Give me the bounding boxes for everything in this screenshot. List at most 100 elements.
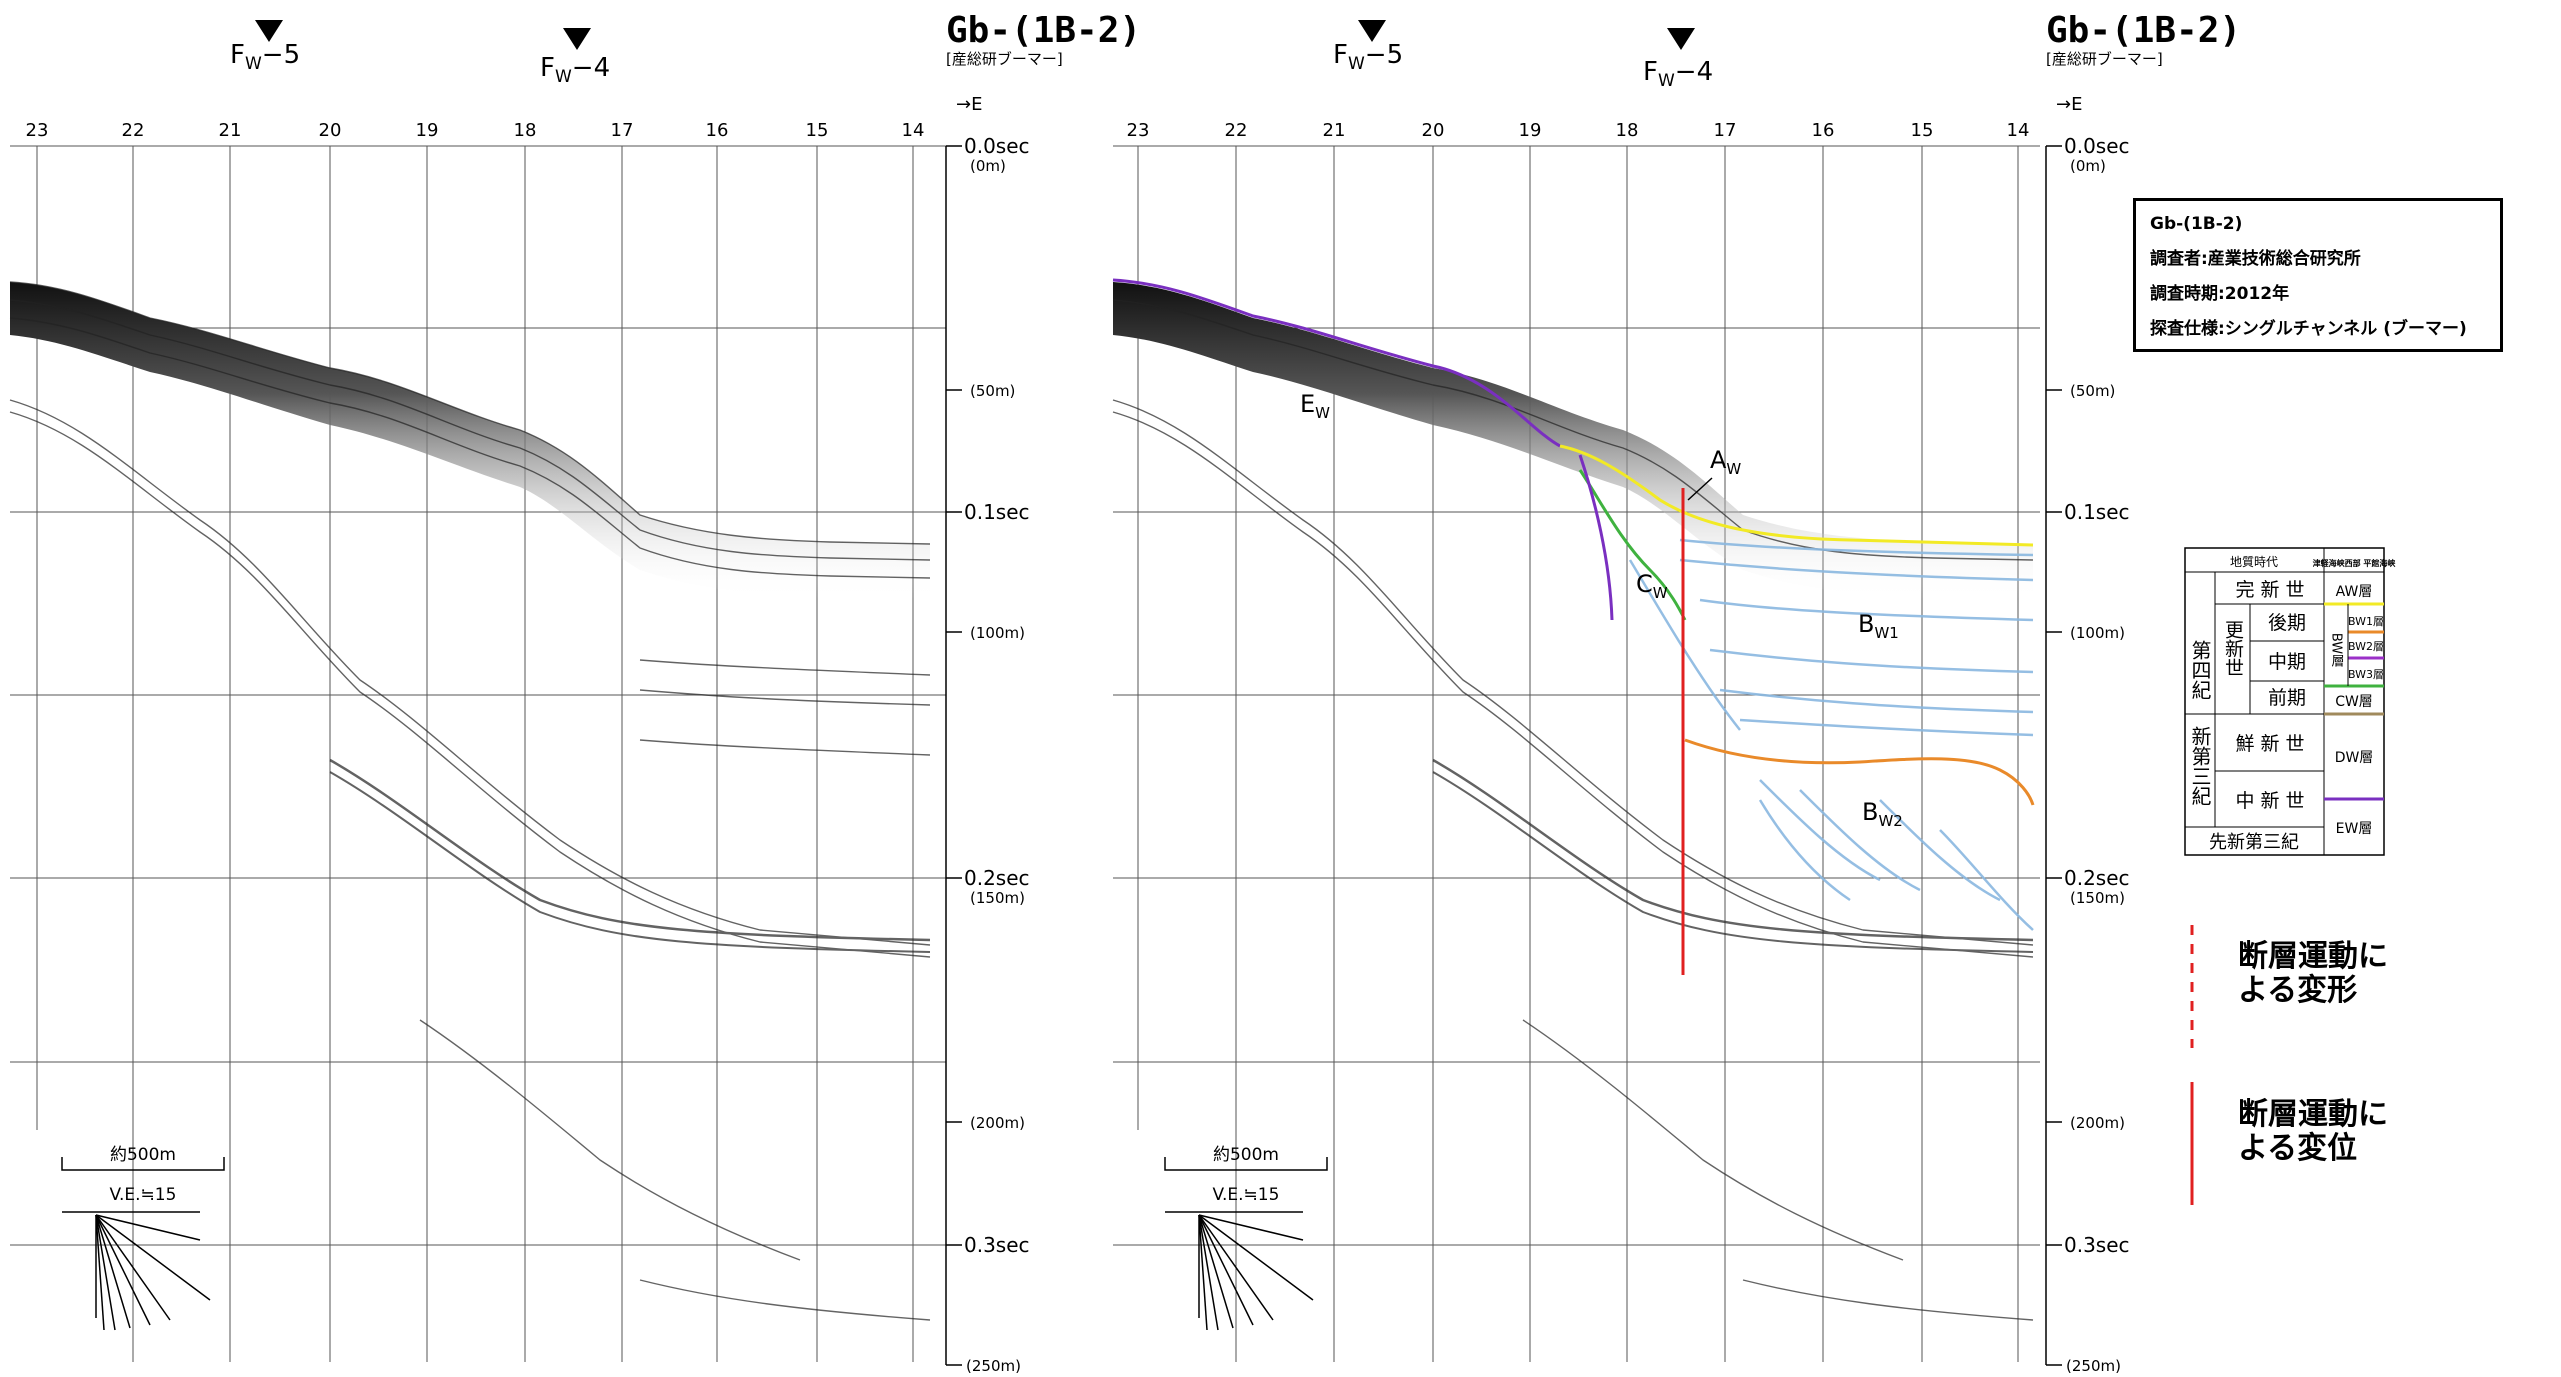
- direction-label-right: →E: [2056, 94, 2082, 115]
- x-tick: 16: [706, 120, 729, 141]
- unit-label-bw1: BW1: [1858, 610, 1899, 642]
- svg-text:第四紀: 第四紀: [2188, 640, 2212, 700]
- x-tick: 20: [319, 120, 342, 141]
- svg-text:(150m): (150m): [970, 889, 1025, 907]
- svg-text:EW層: EW層: [2336, 821, 2373, 837]
- svg-text:(150m): (150m): [2070, 889, 2125, 907]
- ve-label: V.E.≒15: [1213, 1185, 1280, 1205]
- scale-bar: [1164, 1157, 1328, 1331]
- svg-text:更新世: 更新世: [2222, 620, 2244, 677]
- interpreted-profile: [1112, 20, 2062, 1366]
- scale-label: 約500m: [110, 1145, 176, 1165]
- survey-info-box: Gb-(1B-2) 調査者:産業技術総合研究所 調査時期:2012年 探査仕様:…: [2133, 198, 2503, 352]
- svg-text:(200m): (200m): [2070, 1114, 2125, 1132]
- scale-label: 約500m: [1213, 1145, 1279, 1165]
- x-tick: 19: [1519, 120, 1542, 141]
- seabed-reflector-band: [10, 282, 930, 600]
- depth-labels-right: 0.0sec (0m) (50m) 0.1sec (100m) 0.2sec (…: [2064, 134, 2130, 1375]
- info-surveyor: 調査者:産業技術総合研究所: [2150, 249, 2361, 269]
- svg-text:完 新 世: 完 新 世: [2235, 579, 2304, 601]
- legend-deformation-label: 断層運動に よる変形: [2238, 939, 2388, 1008]
- stratigraphic-table: 地質時代 津軽海峡西部 平館海峡 第四紀 完 新 世 更新世 後期 中期 前期 …: [2184, 547, 2397, 856]
- svg-text:(250m): (250m): [2066, 1357, 2121, 1375]
- svg-text:0.3sec: 0.3sec: [2064, 1233, 2130, 1257]
- svg-text:0.2sec: 0.2sec: [964, 866, 1030, 890]
- fault-label-fw4: FW−4: [1643, 57, 1713, 91]
- svg-text:0.1sec: 0.1sec: [2064, 500, 2130, 524]
- svg-text:(100m): (100m): [970, 624, 1025, 642]
- fault-marker-fw4: [563, 28, 591, 50]
- svg-text:(50m): (50m): [2070, 382, 2115, 400]
- direction-label-left: →E: [956, 94, 982, 115]
- svg-text:BW1層: BW1層: [2348, 615, 2384, 628]
- info-title: Gb-(1B-2): [2150, 214, 2243, 234]
- unit-label-bw2: BW2: [1862, 798, 1903, 830]
- svg-text:津軽海峡西部 平館海峡: 津軽海峡西部 平館海峡: [2313, 558, 2397, 568]
- svg-text:前期: 前期: [2268, 687, 2306, 709]
- fault-label-fw5: FW−5: [230, 40, 300, 74]
- svg-text:地質時代: 地質時代: [2230, 554, 2278, 569]
- depth-labels-left: 0.0sec (0m) (50m) 0.1sec (100m) 0.2sec (…: [964, 134, 1030, 1375]
- legend-displacement-label: 断層運動に よる変位: [2238, 1097, 2388, 1166]
- fault-marker-fw5: [1358, 20, 1386, 42]
- aw-base-horizon: [1559, 444, 2034, 547]
- x-tick: 15: [1911, 120, 1934, 141]
- uninterpreted-profile: [9, 20, 962, 1366]
- svg-text:後期: 後期: [2268, 612, 2306, 634]
- x-tick: 14: [902, 120, 925, 141]
- x-tick: 23: [26, 120, 49, 141]
- bw1-base-horizon: [1684, 738, 2035, 806]
- svg-text:(100m): (100m): [2070, 624, 2125, 642]
- x-tick: 18: [1616, 120, 1639, 141]
- bw-internal-reflectors: [1628, 538, 2034, 931]
- svg-text:DW層: DW層: [2335, 750, 2374, 766]
- depth-axis: [2045, 145, 2062, 1366]
- x-tick: 14: [2007, 120, 2030, 141]
- svg-text:(50m): (50m): [970, 382, 1015, 400]
- x-tick: 20: [1422, 120, 1445, 141]
- profile-title-left: Gb-(1B-2): [946, 10, 1141, 51]
- svg-text:0.0sec: 0.0sec: [2064, 134, 2130, 158]
- fault-marker-fw5: [255, 20, 283, 42]
- svg-text:0.2sec: 0.2sec: [2064, 866, 2130, 890]
- ve-label: V.E.≒15: [110, 1185, 177, 1205]
- x-tick: 17: [611, 120, 634, 141]
- seabed-reflector-band: [1113, 282, 2033, 600]
- x-tick: 21: [1323, 120, 1346, 141]
- svg-text:0.3sec: 0.3sec: [964, 1233, 1030, 1257]
- svg-text:CW層: CW層: [2335, 694, 2373, 710]
- svg-text:AW層: AW層: [2336, 584, 2373, 600]
- cw-boundary: [1578, 469, 1687, 621]
- svg-text:先新第三紀: 先新第三紀: [2209, 832, 2299, 853]
- svg-text:(200m): (200m): [970, 1114, 1025, 1132]
- interpretation-lines: [1112, 278, 2035, 806]
- fault-marker-fw4: [1667, 28, 1695, 50]
- svg-text:0.0sec: 0.0sec: [964, 134, 1030, 158]
- fault-label-fw4: FW−4: [540, 53, 610, 87]
- svg-text:0.1sec: 0.1sec: [964, 500, 1030, 524]
- scale-bar: [61, 1157, 225, 1331]
- unit-label-cw: CW: [1636, 570, 1668, 602]
- x-tick-labels-right: 23 22 21 20 19 18 17 16 15 14: [1127, 120, 2030, 141]
- svg-text:BW2層: BW2層: [2348, 640, 2384, 653]
- x-tick-labels-left: 23 22 21 20 19 18 17 16 15 14: [26, 120, 925, 141]
- unit-label-ew: EW: [1300, 390, 1330, 422]
- fault-label-fw5: FW−5: [1333, 40, 1403, 74]
- x-tick: 22: [1225, 120, 1248, 141]
- svg-text:新第三紀: 新第三紀: [2188, 726, 2212, 806]
- svg-text:BW3層: BW3層: [2348, 668, 2384, 681]
- x-tick: 19: [416, 120, 439, 141]
- svg-text:中期: 中期: [2268, 651, 2306, 673]
- profile-subtitle-right: [産総研ブーマー]: [2046, 50, 2163, 68]
- svg-text:(0m): (0m): [970, 157, 1006, 175]
- x-tick: 15: [806, 120, 829, 141]
- svg-text:(0m): (0m): [2070, 157, 2106, 175]
- x-tick: 17: [1714, 120, 1737, 141]
- info-period: 調査時期:2012年: [2150, 284, 2290, 304]
- x-tick: 22: [122, 120, 145, 141]
- reflector-lines: [9, 281, 931, 1321]
- svg-text:(250m): (250m): [966, 1357, 1021, 1375]
- ew-base-line: [1578, 454, 1614, 621]
- x-tick: 23: [1127, 120, 1150, 141]
